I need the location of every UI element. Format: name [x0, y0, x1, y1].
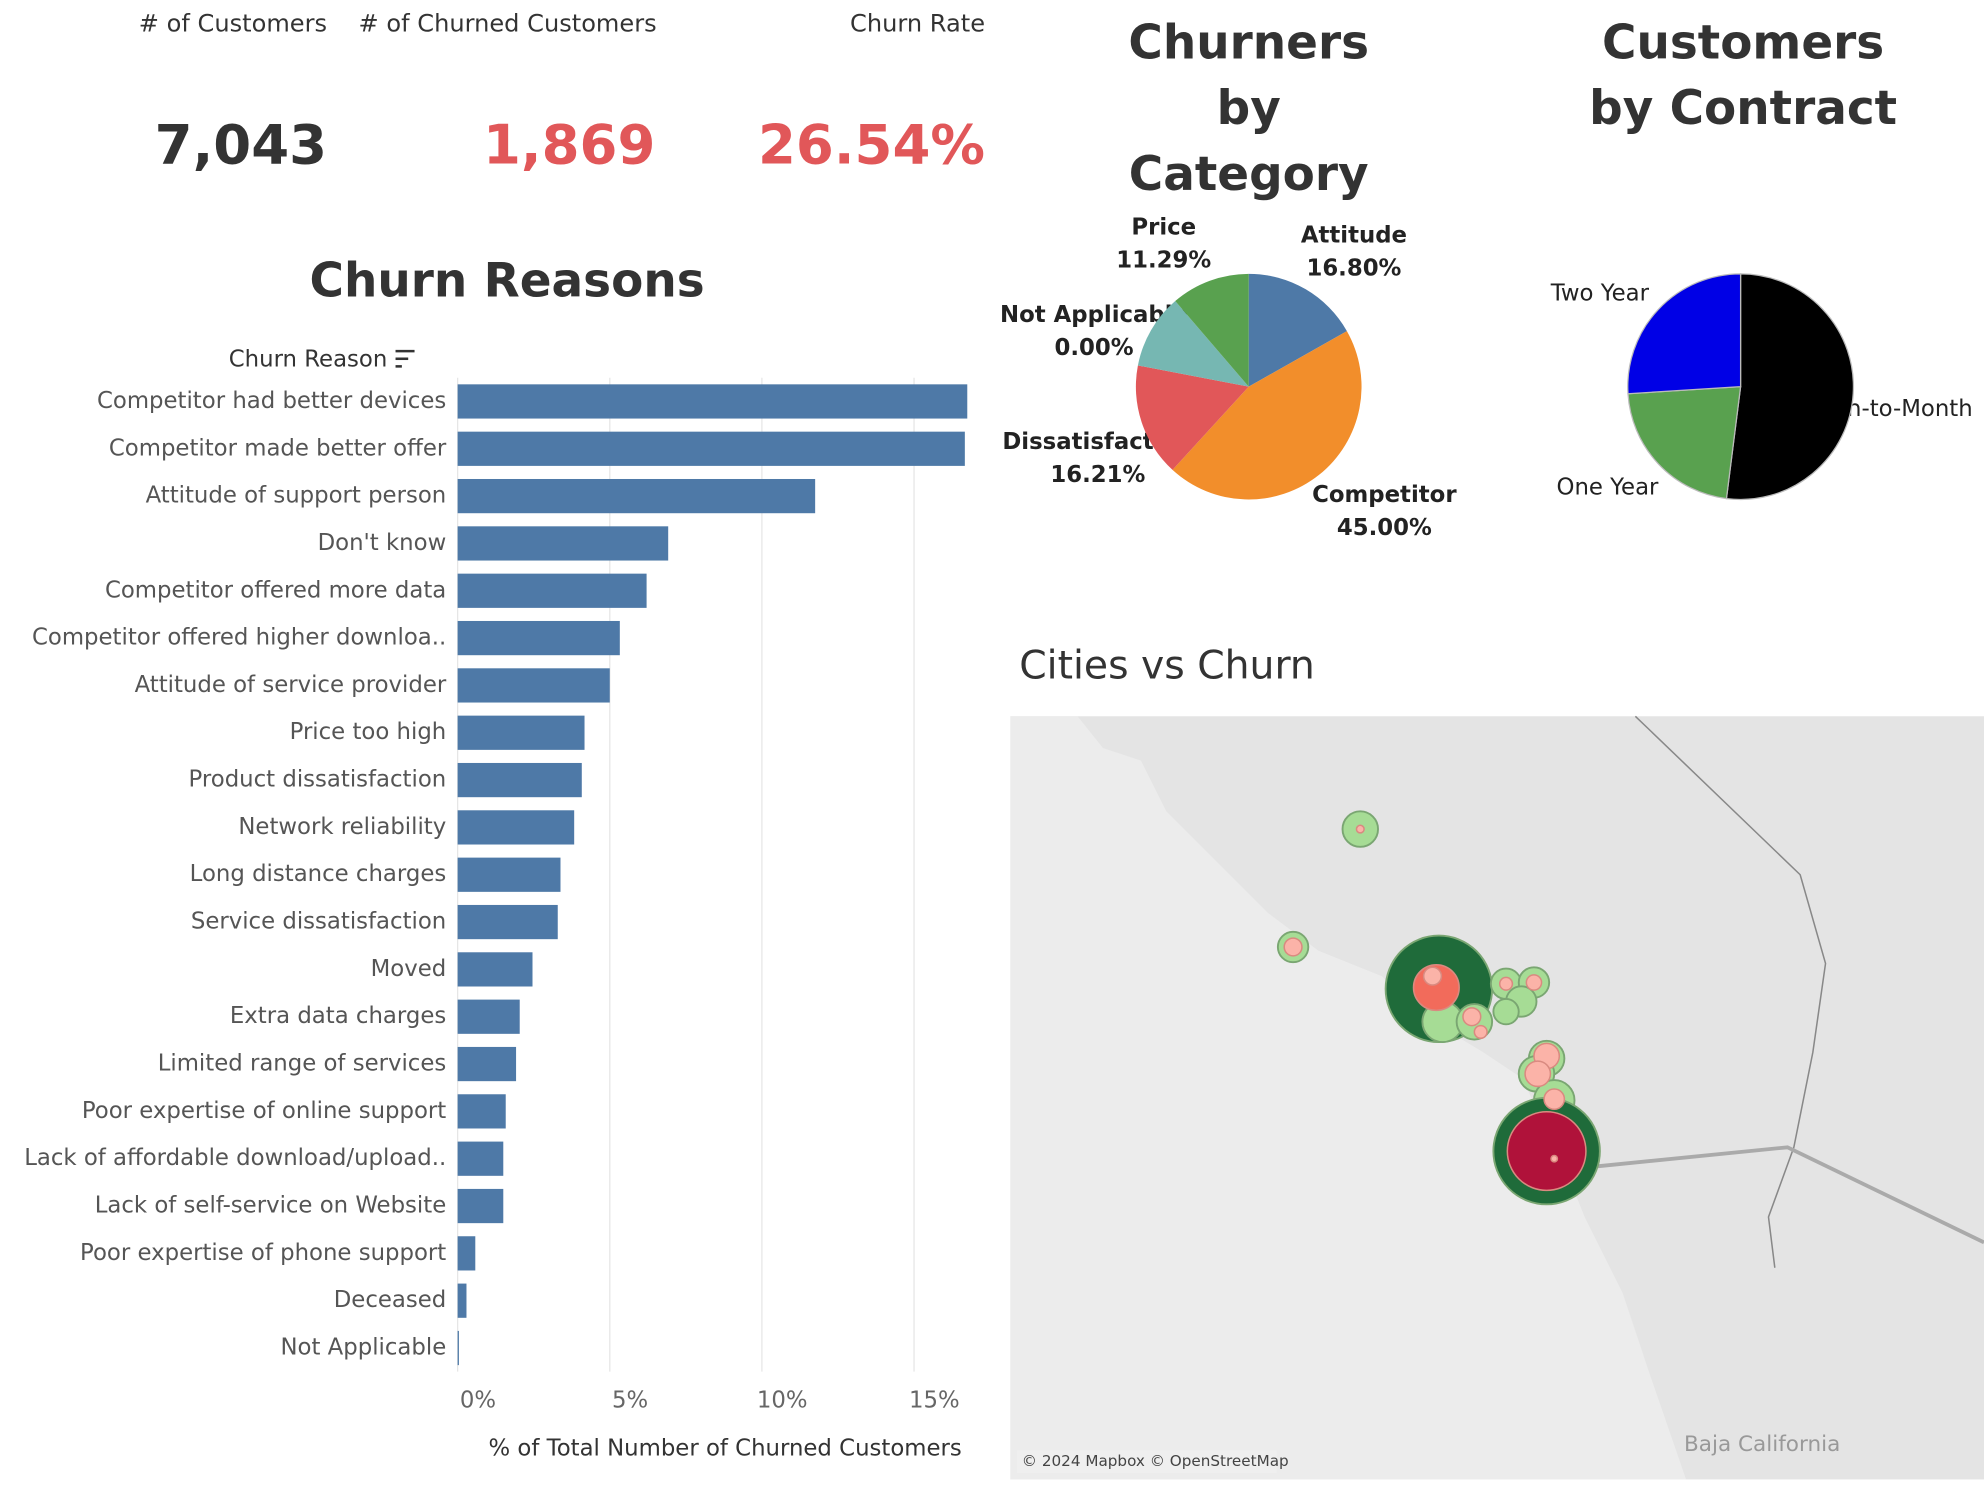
- kpi-label: # of Customers: [138, 10, 328, 39]
- slice-value-label: 16.80%: [1306, 255, 1401, 281]
- slice-value-label: 45.00%: [1337, 515, 1432, 541]
- kpi-label: # of Churned Customers: [358, 10, 657, 39]
- y-tick-label: Lack of affordable download/upload..: [24, 1145, 446, 1171]
- slice-label: Two Year: [1550, 281, 1650, 307]
- bar: [457, 573, 647, 608]
- bar: [457, 478, 816, 514]
- map-point: [1550, 1154, 1559, 1163]
- attribution: © 2024 Mapbox © OpenStreetMap: [1022, 1452, 1289, 1470]
- map-point: [1473, 1024, 1488, 1040]
- y-tick-label: Not Applicable: [281, 1335, 447, 1361]
- bar: [457, 715, 585, 750]
- x-axis-title: % of Total Number of Churned Customers: [489, 1436, 962, 1462]
- y-tick-label: Competitor had better devices: [97, 388, 446, 414]
- pie-slice: [1248, 273, 1347, 387]
- bar: [457, 620, 620, 656]
- kpi-value: 7,043: [154, 114, 328, 178]
- bar: [457, 810, 575, 845]
- attribution-bg: [1016, 1450, 1277, 1474]
- y-tick-label: Attitude of support person: [146, 483, 447, 509]
- kpi-value: 1,869: [482, 114, 656, 178]
- map-region-label: Baja California: [1684, 1432, 1840, 1457]
- border: [1634, 715, 1827, 1268]
- y-tick-label: Lack of self-service on Website: [95, 1193, 447, 1219]
- sort-icon: [395, 349, 415, 368]
- slice-value-label: 0.00%: [1055, 335, 1134, 361]
- slice-value-label: 11.29%: [1116, 248, 1211, 274]
- map-point: [1283, 937, 1303, 957]
- map-point: [1422, 966, 1443, 986]
- map-point: [1543, 1088, 1566, 1111]
- bar: [457, 952, 533, 987]
- bar: [457, 1236, 476, 1271]
- y-tick-label: Price too high: [290, 719, 447, 745]
- x-tick-label: 10%: [757, 1387, 808, 1413]
- bar: [457, 1283, 467, 1318]
- bar: [457, 1141, 504, 1176]
- x-tick-label: 5%: [612, 1387, 648, 1413]
- map-point: [1492, 998, 1520, 1026]
- y-tick-label: Don't know: [318, 530, 447, 556]
- border: [1597, 1145, 1984, 1245]
- y-tick-label: Competitor offered higher downloa..: [32, 625, 446, 651]
- y-tick-label: Deceased: [334, 1287, 446, 1313]
- chart-title: Customers by Contract: [1589, 15, 1898, 136]
- bar: [457, 857, 561, 892]
- pie-slice: [1172, 331, 1362, 500]
- slice-label: Price: [1131, 215, 1196, 241]
- bar: [457, 1046, 517, 1082]
- map-title: Cities vs Churn: [1019, 644, 1315, 689]
- bar: [457, 668, 610, 703]
- y-axis-title: Churn Reason: [229, 347, 388, 373]
- bar: [457, 384, 968, 419]
- pie-slice: [1175, 273, 1249, 387]
- y-tick-label: Competitor offered more data: [105, 577, 446, 603]
- kpi-value: 26.54%: [757, 114, 986, 178]
- slice-label: Attitude: [1301, 222, 1407, 248]
- x-tick-label: 0%: [460, 1387, 496, 1413]
- map: Cities vs Churn © 2024 Mapbox © OpenStre…: [1010, 644, 1984, 1480]
- y-tick-label: Extra data charges: [230, 1003, 446, 1029]
- y-tick-label: Product dissatisfaction: [189, 767, 447, 793]
- bar: [457, 999, 520, 1034]
- pie-slice: [1627, 273, 1742, 395]
- chart-title: Churn Reasons: [309, 253, 705, 309]
- y-tick-label: Poor expertise of online support: [82, 1098, 446, 1124]
- pie-slice: [1627, 385, 1742, 500]
- y-tick-label: Service dissatisfaction: [191, 909, 446, 935]
- map-point: [1355, 824, 1365, 834]
- map-point: [1498, 976, 1514, 991]
- pie-slice: [1135, 365, 1249, 470]
- y-tick-label: Poor expertise of phone support: [80, 1240, 446, 1266]
- slice-label: One Year: [1557, 475, 1660, 501]
- kpi-label: Churn Rate: [850, 10, 986, 39]
- bar: [457, 431, 965, 466]
- y-tick-label: Limited range of services: [158, 1051, 447, 1077]
- x-tick-label: 15%: [909, 1387, 960, 1413]
- pie-slice: [1137, 301, 1249, 387]
- y-tick-label: Attitude of service provider: [135, 672, 447, 698]
- map-point: [1506, 1111, 1587, 1192]
- y-tick-label: Long distance charges: [190, 861, 447, 887]
- bar: [457, 1330, 459, 1366]
- bar: [457, 762, 582, 798]
- slice-value-label: 16.21%: [1050, 462, 1145, 488]
- pie-slice: [1725, 273, 1855, 501]
- map-point: [1524, 1060, 1552, 1088]
- bar: [457, 526, 669, 561]
- chart-title: Churners by Category: [1128, 15, 1370, 202]
- map-point: [1525, 974, 1543, 991]
- y-tick-label: Network reliability: [238, 814, 446, 840]
- map-point: [1462, 1007, 1482, 1027]
- bar: [457, 1094, 506, 1129]
- y-tick-label: Moved: [371, 956, 447, 982]
- bar: [457, 1188, 504, 1224]
- bar: [457, 904, 558, 940]
- y-tick-label: Competitor made better offer: [109, 435, 447, 461]
- ocean: [1010, 716, 1687, 1480]
- slice-label: Competitor: [1312, 482, 1457, 508]
